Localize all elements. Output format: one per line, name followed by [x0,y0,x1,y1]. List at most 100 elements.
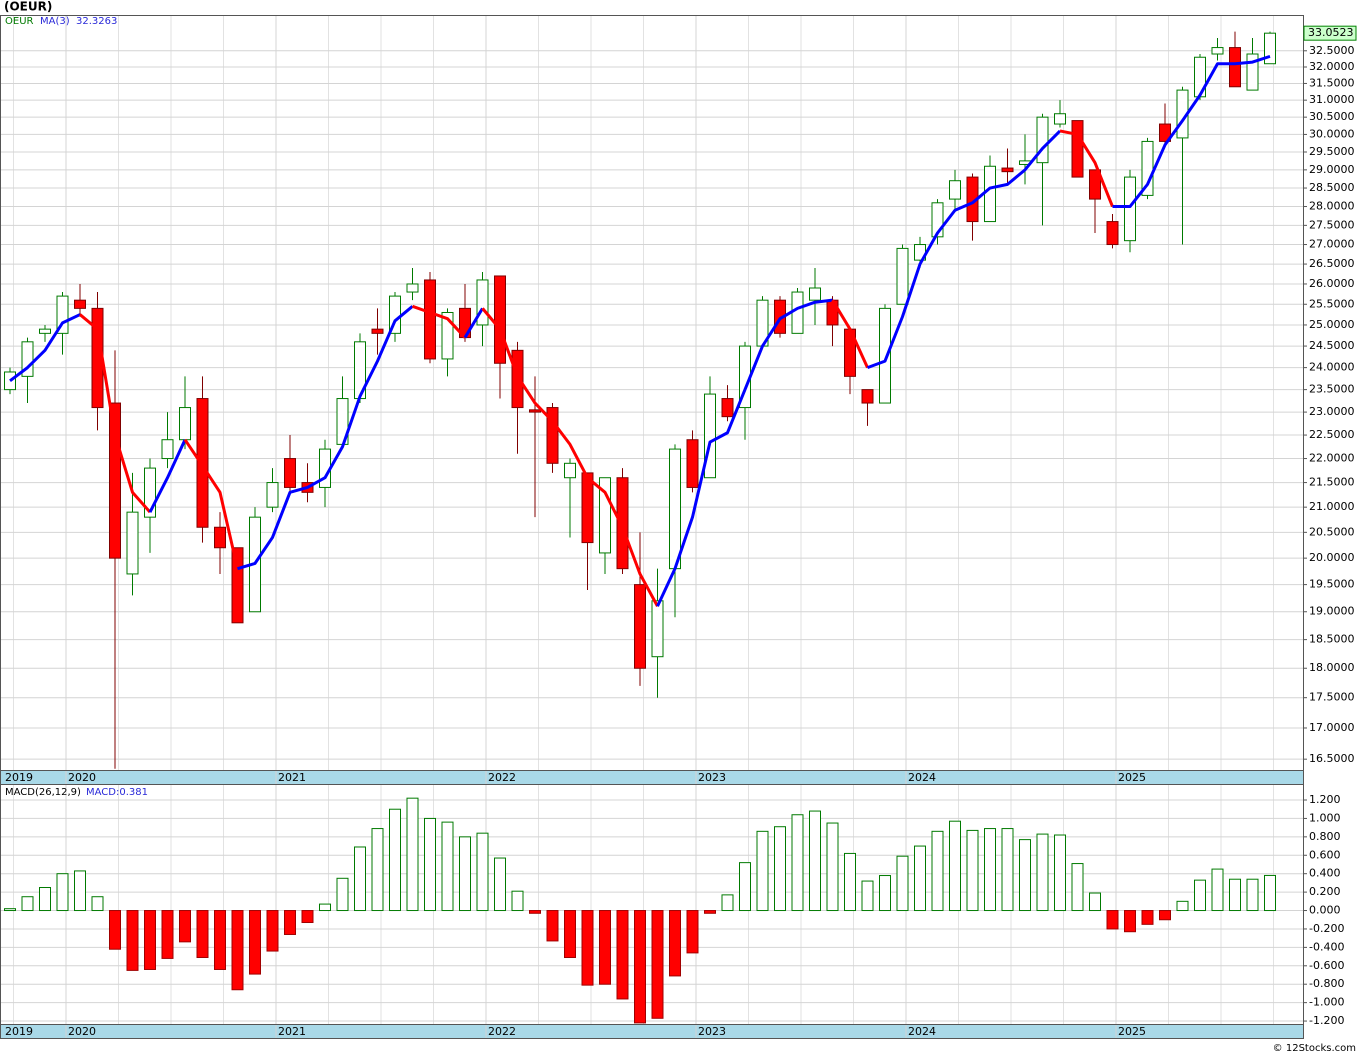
macd-bar [721,894,734,912]
ma-line [183,438,239,569]
ma-line [79,313,152,514]
candle-body [686,439,699,488]
macd-bar [581,910,594,986]
x-tick-label: 2020 [68,771,96,784]
x-tick-label: 2024 [908,771,936,784]
macd-bar [1001,828,1014,912]
y-tick-label: 1.200 [1309,793,1341,806]
macd-bar [1211,868,1224,912]
macd-bar [984,828,996,912]
y-tick-label: 21.0000 [1309,500,1355,513]
macd-bar [634,910,646,1024]
y-tick-label: 20.5000 [1309,525,1355,538]
candle-body [861,389,874,404]
x-tick-label: 2023 [698,1025,726,1038]
legend-ma: MA(3) [40,16,70,27]
candle-body [1229,47,1241,88]
x-tick-label: 2025 [1118,1025,1146,1038]
macd-bar [1176,900,1189,912]
candle-body [1124,176,1136,242]
macd-bar [1036,833,1049,912]
x-tick-label: 2021 [278,1025,306,1038]
x-tick-label: 2020 [68,1025,96,1038]
y-tick-label: 23.5000 [1309,383,1355,396]
legend-macd-value: MACD:0.381 [86,787,148,798]
macd-bar [1106,910,1119,930]
macd-bar [931,830,944,912]
candle-body [879,307,891,404]
candle-body [109,402,121,559]
ma-line [481,307,659,607]
macd-bar [161,910,174,959]
ma-line [412,304,467,339]
candle-body [1159,123,1171,142]
macd-bar [476,832,489,912]
macd-bar [1141,910,1154,925]
candle-body [161,439,174,460]
ma-line [148,439,187,513]
y-tick-label: 31.0000 [1309,93,1355,106]
last-price-label: 33.0523 [1308,26,1354,39]
macd-bar [91,896,104,912]
macd-bar [1124,910,1136,933]
macd-bar [319,903,331,912]
candle-body [56,295,69,334]
x-tick-label: 2025 [1118,771,1146,784]
macd-bar [1159,910,1171,921]
y-tick-label: -1.000 [1309,996,1344,1009]
candle-body [669,448,681,570]
candle-body [74,299,86,309]
candle-body [266,482,279,508]
macd-bar [1194,879,1206,912]
candle-body [424,279,436,360]
y-tick-label: 1.000 [1309,811,1341,824]
candle-body [1246,53,1259,91]
macd-bar [214,910,226,970]
y-tick-label: 17.5000 [1309,691,1355,704]
macd-bar [616,910,629,1000]
candle-body [949,180,961,200]
ma-line [831,299,869,369]
candle-body [1001,167,1014,173]
legend-name: OEUR [5,16,34,27]
macd-bar [56,873,69,912]
candle-body [1264,32,1276,65]
macd-bar [861,880,874,912]
grids: 2019 2020 2021 2022 2023 2024 2025 16.5000 17.00… [0,16,1355,1039]
y-tick-label: 0.000 [1309,904,1341,917]
x-tick-label: 2019 [5,1025,33,1038]
y-tick-label: -0.400 [1309,940,1344,953]
macd-bar [564,910,576,959]
candle-body [809,287,821,301]
y-tick-label: -0.200 [1309,922,1344,935]
macd-bar [1071,863,1084,912]
candle-body [546,407,559,464]
candle-body [931,202,944,238]
macd-bar [529,910,541,914]
candle-body [651,600,664,658]
macd-bar [774,826,786,912]
y-tick-label: 0.400 [1309,867,1341,880]
candle-body [634,584,646,669]
macd-frame [0,784,1304,1025]
candle-body [721,398,734,418]
legend-macd: MACD(26,12,9) [5,787,81,798]
macd-bar [546,910,559,942]
candle-body [1071,120,1084,178]
macd-bar [109,910,121,950]
y-tick-label: 22.0000 [1309,452,1355,465]
y-tick-label: 21.5000 [1309,476,1355,489]
candle-body [1054,113,1066,125]
macd-bar [249,910,261,975]
macd-bar [301,910,314,924]
y-tick-label: 31.5000 [1309,76,1355,89]
ma-line [866,129,1062,370]
macd-bar [966,829,979,912]
x-tick-label: 2024 [908,1025,936,1038]
macd-bar [511,890,524,912]
macd-bar [424,817,436,912]
candle-body [231,547,244,624]
macd-bar [74,870,86,912]
macd-bar [196,910,209,959]
y-tick-label: 27.0000 [1309,238,1355,251]
